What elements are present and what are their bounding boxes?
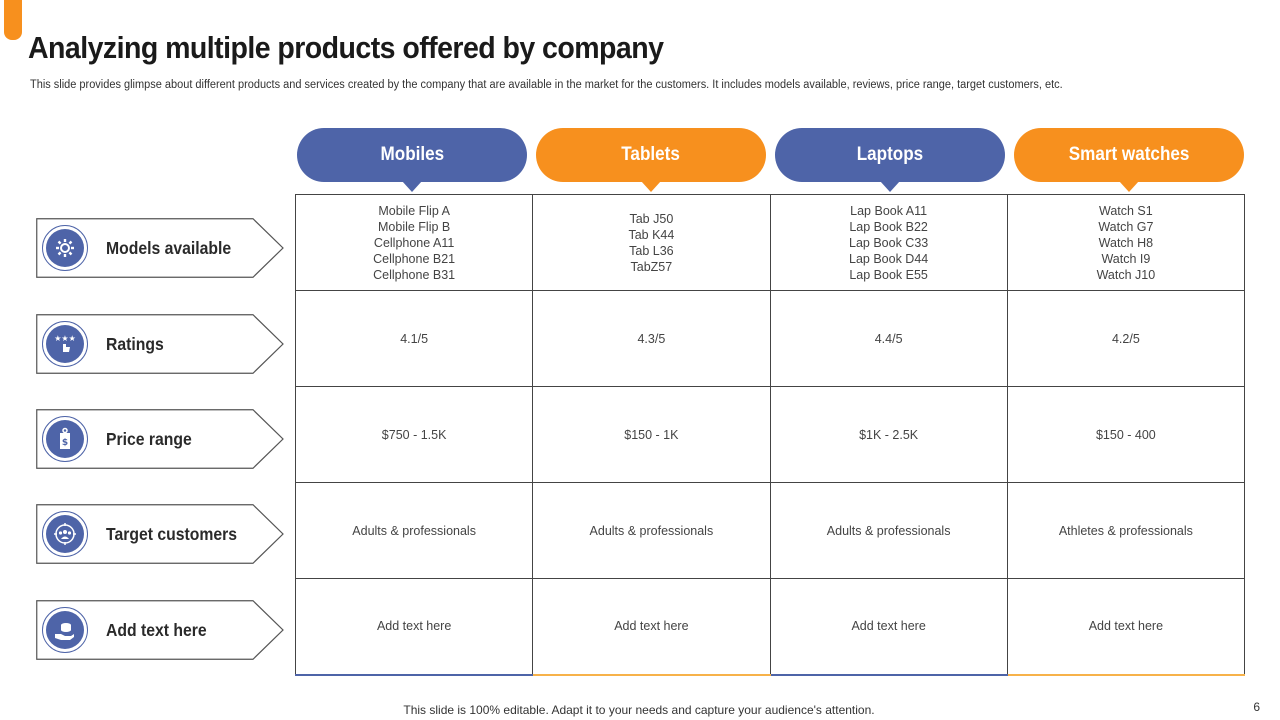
svg-text:$: $ [62, 438, 68, 448]
table-cell: Add text here [294, 578, 534, 676]
cell-text: Add text here [376, 619, 452, 634]
row-label-models-available: Models available [36, 218, 284, 278]
table-cell: Adults & professionals [769, 482, 1008, 579]
table-cell: 4.3/5 [532, 290, 771, 387]
cell-text: Cellphone B21 [373, 251, 456, 266]
cell-text: Cellphone A11 [373, 235, 455, 250]
table-cell: Adults & professionals [294, 482, 534, 579]
table-cell: Tab J50 Tab K44 Tab L36 TabZ57 [532, 194, 771, 291]
cell-text: Adults & professionals [589, 523, 714, 538]
hand-money-icon [42, 607, 88, 653]
cell-text: Lap Book B22 [849, 219, 928, 234]
cell-text: Tab L36 [629, 243, 674, 258]
cell-text: Cellphone B31 [373, 267, 456, 282]
table-cell: $750 - 1.5K [294, 386, 534, 483]
table-cell: Athletes & professionals [1006, 482, 1246, 579]
cell-text: 4.3/5 [637, 331, 666, 346]
cell-text: Tab K44 [628, 227, 675, 242]
table-cell: Add text here [532, 578, 771, 676]
cell-text: Watch H8 [1098, 235, 1154, 250]
table-row: $750 - 1.5K $150 - 1K $1K - 2.5K $150 - 400 [294, 386, 1246, 483]
cell-text: Athletes & professionals [1058, 523, 1193, 538]
table-cell: Add text here [1006, 578, 1246, 676]
table-cell: $150 - 1K [532, 386, 771, 483]
row-label-text: Target customers [106, 523, 238, 544]
column-header-tablets: Tablets [536, 128, 766, 192]
cell-text: $1K - 2.5K [859, 427, 919, 442]
page-number: 6 [1253, 700, 1260, 714]
comparison-table: Mobile Flip A Mobile Flip B Cellphone A11 C… [294, 194, 1246, 676]
svg-text:★★★: ★★★ [54, 334, 76, 343]
row-label-text: Models available [106, 237, 232, 258]
cell-text: Lap Book D44 [849, 251, 929, 266]
cell-text: 4.4/5 [874, 331, 903, 346]
table-row: 4.1/5 4.3/5 4.4/5 4.2/5 [294, 290, 1246, 387]
target-customers-icon [42, 511, 88, 557]
row-label-target-customers: Target customers [36, 504, 284, 564]
row-label-arrow-shape [36, 314, 284, 374]
cell-text: Adults & professionals [826, 523, 951, 538]
table-cell: Watch S1 Watch G7 Watch H8 Watch I9 Watch J1… [1006, 194, 1246, 291]
footer-note: This slide is 100% editable. Adapt it to… [0, 703, 1280, 717]
cell-text: Add text here [1088, 619, 1164, 634]
cell-text: Lap Book C33 [849, 235, 929, 250]
column-header-label: Tablets [621, 144, 681, 165]
row-label-arrow-shape [36, 218, 284, 278]
table-cell: 4.1/5 [294, 290, 534, 387]
accent-tab [4, 0, 22, 40]
cell-text: Watch S1 [1099, 203, 1153, 218]
column-header-label: Smart watches [1068, 144, 1190, 165]
footer-text: This slide is 100% editable. Adapt it to… [403, 703, 875, 717]
row-label-text: Ratings [106, 333, 164, 354]
row-label-arrow-shape [36, 504, 284, 564]
cell-text: Watch G7 [1098, 219, 1154, 234]
row-label-add-text-here: Add text here [36, 600, 284, 660]
table-row: Mobile Flip A Mobile Flip B Cellphone A11 C… [294, 194, 1246, 291]
price-tag-icon: $ [42, 416, 88, 462]
slide-title: Analyzing multiple products offered by c… [28, 30, 664, 65]
table-row: Add text here Add text here Add text here A… [294, 578, 1246, 676]
column-header-laptops: Laptops [775, 128, 1005, 192]
cell-text: TabZ57 [630, 259, 673, 274]
row-label-arrow-shape [36, 600, 284, 660]
row-label-text: Price range [106, 428, 192, 449]
cell-text: $150 - 1K [624, 427, 679, 442]
column-header-label: Mobiles [380, 144, 444, 165]
cell-text: Lap Book E55 [849, 267, 928, 282]
cell-text: Lap Book A11 [850, 203, 928, 218]
table-cell: Adults & professionals [532, 482, 771, 579]
table-cell: 4.4/5 [769, 290, 1008, 387]
table-row: Adults & professionals Adults & professio… [294, 482, 1246, 579]
cell-text: Mobile Flip A [378, 203, 450, 218]
table-cell: Lap Book A11 Lap Book B22 Lap Book C33 Lap … [769, 194, 1008, 291]
column-header-label: Laptops [856, 144, 924, 165]
cell-text: Tab J50 [629, 211, 674, 226]
table-cell: $1K - 2.5K [769, 386, 1008, 483]
cell-text: Watch J10 [1096, 267, 1156, 282]
column-header-mobiles: Mobiles [297, 128, 527, 192]
cell-text: Add text here [851, 619, 926, 634]
table-cell: Add text here [769, 578, 1008, 676]
row-label-arrow-shape [36, 409, 284, 469]
cell-text: 4.1/5 [400, 331, 429, 346]
gear-network-icon [42, 225, 88, 271]
cell-text: Watch I9 [1101, 251, 1151, 266]
slide-subtitle: This slide provides glimpse about differ… [30, 79, 1063, 91]
cell-text: $150 - 400 [1095, 427, 1156, 442]
table-cell: $150 - 400 [1006, 386, 1246, 483]
row-label-text: Add text here [106, 619, 207, 640]
column-header-smart-watches: Smart watches [1014, 128, 1244, 192]
table-cell: Mobile Flip A Mobile Flip B Cellphone A11 C… [294, 194, 534, 291]
cell-text: Adults & professionals [352, 523, 476, 538]
row-label-price-range: $ Price range [36, 409, 284, 469]
table-cell: 4.2/5 [1006, 290, 1246, 387]
rating-stars-icon: ★★★ [42, 321, 88, 367]
cell-text: 4.2/5 [1111, 331, 1140, 346]
cell-text: $750 - 1.5K [381, 427, 447, 442]
cell-text: Mobile Flip B [378, 219, 451, 234]
cell-text: Add text here [614, 619, 689, 634]
row-label-ratings: ★★★ Ratings [36, 314, 284, 374]
